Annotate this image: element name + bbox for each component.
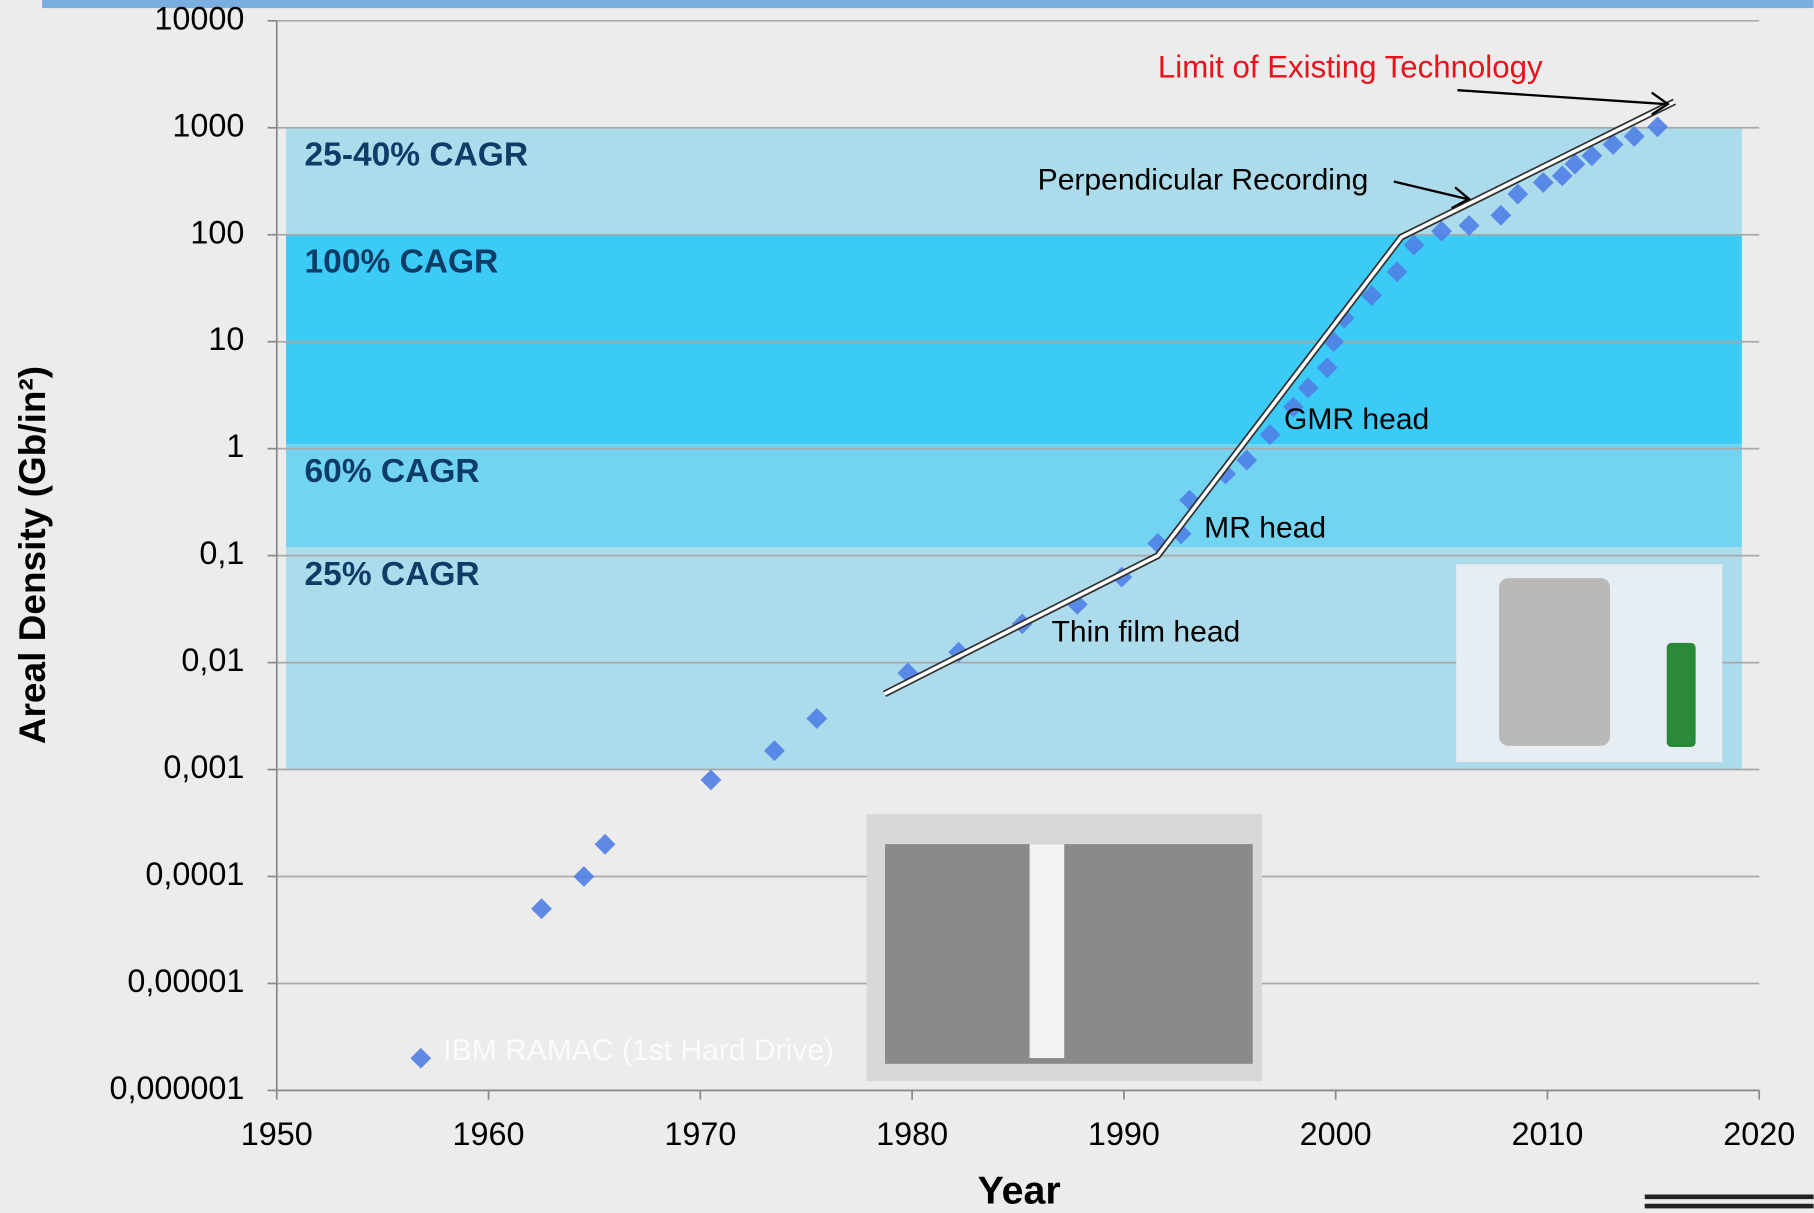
chart: 25-40% CAGR 100% CAGR 60% CAGR 25% CAGR 0,0…	[0, 0, 1814, 1213]
x-axis-title: Year	[978, 1169, 1061, 1213]
band-label: 100% CAGR	[305, 244, 499, 281]
x-tick-label: 2000	[1300, 1116, 1372, 1152]
x-tick-label: 2010	[1511, 1116, 1583, 1152]
ibm-logo	[1645, 1194, 1814, 1208]
y-tick-label: 100	[190, 214, 244, 250]
band-label: 25-40% CAGR	[305, 137, 529, 174]
x-tick-label: 1990	[1088, 1116, 1160, 1152]
y-tick-label: 0,000001	[109, 1070, 244, 1106]
y-tick-label: 0,1	[199, 535, 244, 571]
annotation: Perpendicular Recording	[1038, 163, 1369, 196]
x-tick-label: 1950	[241, 1116, 313, 1152]
y-tick-label: 0,01	[181, 642, 244, 678]
annotation: IBM RAMAC (1st Hard Drive)	[443, 1034, 834, 1067]
cagr-band	[286, 235, 1742, 444]
y-tick-label: 10000	[154, 0, 244, 36]
data-point	[595, 834, 616, 855]
y-axis-title: Areal Density (Gb/in²)	[12, 366, 53, 744]
y-tick-label: 0,0001	[145, 856, 244, 892]
x-tick-label: 2020	[1723, 1116, 1795, 1152]
annotation: GMR head	[1284, 403, 1429, 436]
header-bar	[42, 0, 1814, 8]
annotation: MR head	[1204, 512, 1326, 545]
ramac-machine	[885, 844, 1253, 1064]
annotation: Limit of Existing Technology	[1158, 50, 1543, 85]
y-tick-label: 1	[226, 428, 244, 464]
annotation: Thin film head	[1052, 616, 1241, 649]
data-point	[701, 770, 722, 791]
y-tick-label: 10	[208, 321, 244, 357]
y-tick-label: 0,001	[163, 749, 244, 785]
x-tick-label: 1970	[664, 1116, 736, 1152]
cagr-band	[286, 444, 1742, 547]
data-point	[531, 898, 552, 919]
y-tick-label: 1000	[172, 107, 244, 143]
arrow	[1457, 90, 1665, 104]
x-tick-label: 1960	[453, 1116, 525, 1152]
y-tick-label: 0,00001	[127, 963, 244, 999]
battery	[1667, 643, 1696, 747]
x-tick-label: 1980	[876, 1116, 948, 1152]
ramac-person	[1030, 844, 1065, 1058]
data-point	[410, 1048, 431, 1069]
band-label: 25% CAGR	[305, 556, 480, 593]
band-label: 60% CAGR	[305, 453, 480, 490]
page: {"chart_data": { "type": "scatter", "x_l…	[0, 0, 1814, 1213]
drive	[1499, 578, 1610, 746]
data-point	[573, 866, 594, 887]
